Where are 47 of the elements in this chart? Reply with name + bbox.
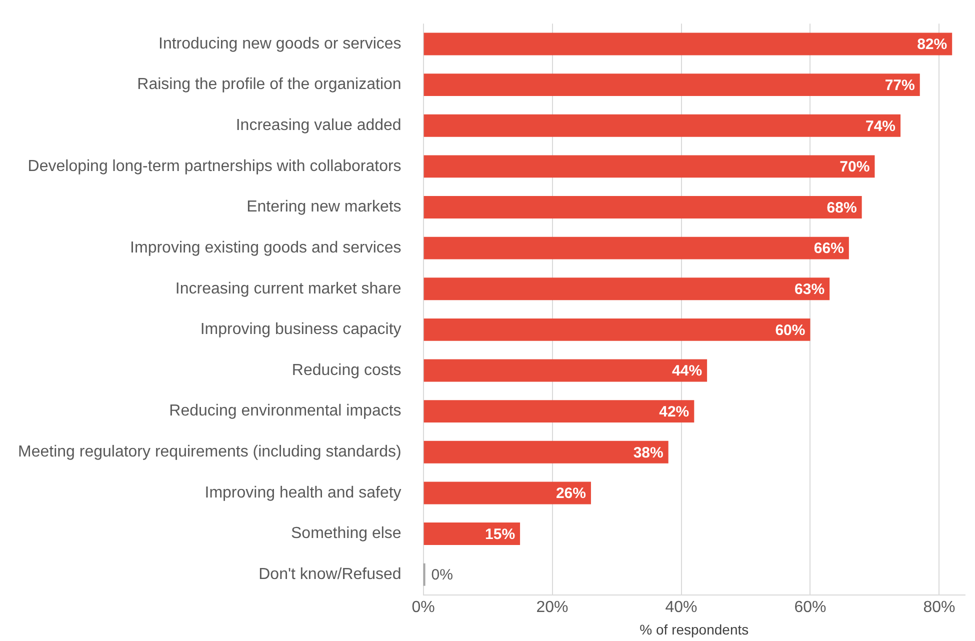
bar — [424, 482, 591, 504]
y-tick-label: Improving existing goods and services — [130, 239, 402, 256]
y-tick-label: Reducing costs — [292, 362, 402, 379]
y-tick-label: Raising the profile of the organization — [137, 76, 402, 94]
data-label: 60% — [775, 322, 806, 339]
data-label: 38% — [633, 444, 664, 462]
y-tick-label: Don't know/Refused — [258, 566, 402, 583]
x-tick-label: 20% — [536, 599, 568, 616]
data-label: 0% — [431, 566, 453, 584]
bar — [424, 278, 830, 300]
y-tick-label: Something else — [291, 525, 402, 542]
y-tick-label: Developing long-term partnerships with collaborators — [28, 158, 402, 175]
data-label: 82% — [917, 36, 948, 54]
bar — [424, 400, 694, 423]
data-label: 26% — [556, 485, 586, 502]
data-label: 70% — [840, 158, 870, 176]
y-tick-label: Entering new markets — [246, 198, 402, 216]
y-tick-label: Improving business capacity — [200, 321, 402, 338]
data-label: 77% — [884, 76, 915, 94]
y-tick-label: Introducing new goods or services — [158, 35, 402, 52]
data-label: 66% — [814, 240, 844, 258]
bar — [424, 522, 520, 546]
x-tick-label: 60% — [794, 599, 826, 616]
y-tick-label: Increasing current market share — [175, 280, 402, 298]
data-label: 44% — [672, 362, 702, 380]
bar — [424, 32, 952, 56]
bar — [424, 318, 810, 341]
x-tick-label: 80% — [923, 599, 956, 616]
bar — [424, 155, 875, 178]
y-tick-label: Increasing value added — [236, 117, 402, 134]
bar — [424, 74, 920, 96]
data-label: 15% — [485, 526, 516, 543]
bar — [424, 440, 668, 464]
y-tick-label: Reducing environmental impacts — [169, 402, 402, 420]
x-tick-label: 0% — [412, 599, 435, 616]
bar — [424, 114, 901, 137]
data-label: 42% — [659, 403, 690, 420]
bar — [424, 359, 708, 382]
data-label: 68% — [826, 199, 857, 216]
x-axis-title: % of respondents — [640, 621, 749, 638]
bar — [424, 196, 862, 218]
bar — [424, 236, 849, 260]
data-label: 63% — [794, 281, 825, 298]
data-label: 74% — [865, 118, 896, 135]
y-tick-label: Improving health and safety — [204, 484, 402, 502]
x-tick-label: 40% — [665, 599, 698, 616]
y-tick-label: Meeting regulatory requirements (including standards) — [18, 444, 402, 461]
